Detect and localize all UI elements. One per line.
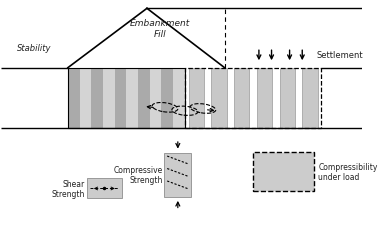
Bar	[234, 68, 249, 128]
Text: Settlement: Settlement	[317, 50, 364, 59]
Bar	[212, 68, 227, 128]
Bar	[68, 68, 80, 128]
Bar	[80, 68, 91, 128]
Bar	[103, 68, 115, 128]
Bar	[126, 68, 138, 128]
Bar	[257, 68, 272, 128]
Text: Stability: Stability	[17, 44, 51, 53]
Text: Compressive
Strength: Compressive Strength	[113, 165, 163, 185]
Bar	[138, 68, 150, 128]
Bar	[161, 68, 173, 128]
Bar	[91, 68, 103, 128]
Text: Shear
Strength: Shear Strength	[51, 179, 85, 198]
Text: Compressibility
under load: Compressibility under load	[318, 162, 378, 181]
Bar	[150, 68, 161, 128]
Bar	[302, 68, 318, 128]
Bar	[115, 68, 126, 128]
Bar	[280, 68, 295, 128]
Bar	[164, 153, 191, 197]
Bar	[253, 152, 314, 192]
Bar	[68, 68, 185, 128]
Bar	[86, 179, 122, 199]
Bar	[189, 68, 204, 128]
Bar	[173, 68, 185, 128]
Bar	[185, 68, 322, 128]
Text: Embankment
Fill: Embankment Fill	[129, 19, 190, 39]
